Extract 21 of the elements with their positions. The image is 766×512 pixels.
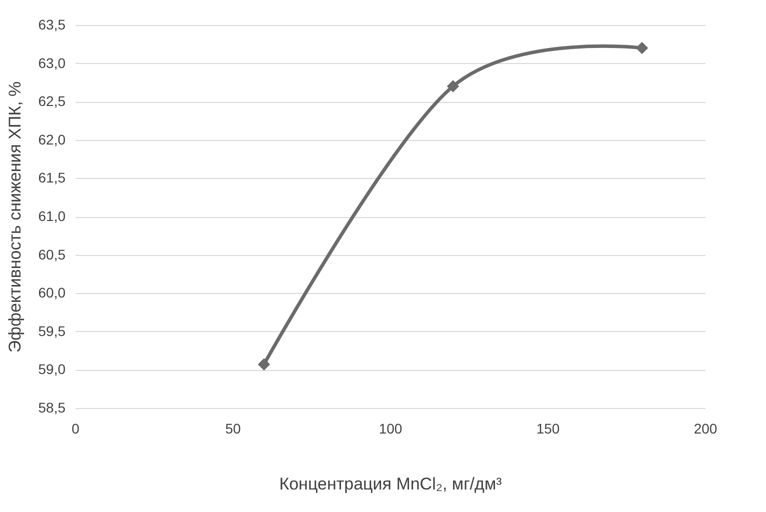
y-tick-label: 60,5 bbox=[38, 246, 66, 262]
y-tick-label: 59,5 bbox=[38, 322, 66, 339]
x-tick-label: 100 bbox=[378, 420, 402, 436]
y-tick-label: 60,0 bbox=[38, 284, 66, 301]
x-axis-title: Концентрация MnCl₂, мг/дм³ bbox=[279, 474, 502, 494]
y-tick-label: 63,5 bbox=[38, 16, 66, 32]
point bbox=[636, 42, 648, 54]
x-tick-label: 0 bbox=[72, 420, 80, 436]
y-tick-label: 62,0 bbox=[38, 131, 66, 148]
point bbox=[446, 80, 460, 92]
x-tick-label: 150 bbox=[536, 420, 560, 436]
y-tick-label: 61,0 bbox=[38, 208, 66, 224]
y-axis-title: Эффективность снижения ХПК, % bbox=[5, 81, 24, 353]
point bbox=[258, 358, 270, 370]
y-tick-label: 63,0 bbox=[38, 54, 66, 71]
y-tick-label: 59,0 bbox=[38, 361, 66, 378]
y-tick-label: 58,5 bbox=[38, 400, 66, 416]
x-tick-label: 200 bbox=[694, 420, 718, 436]
x-tick-label: 50 bbox=[225, 420, 241, 436]
y-tick-label: 62,5 bbox=[38, 93, 66, 110]
y-tick-label: 61,5 bbox=[38, 170, 66, 186]
